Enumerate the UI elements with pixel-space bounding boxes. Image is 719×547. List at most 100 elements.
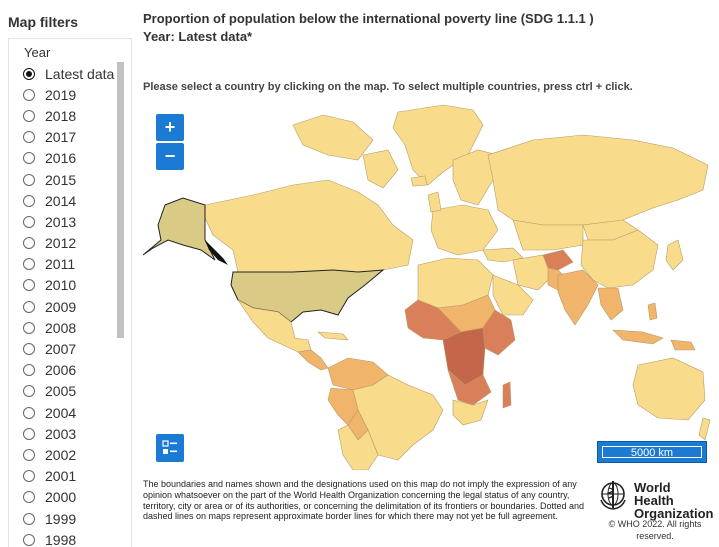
year-option[interactable]: 2003 [23,423,131,444]
country-greenland[interactable] [392,104,484,186]
map-title-indicator: Proportion of population below the inter… [143,11,594,26]
radio-button[interactable] [23,109,35,122]
year-option-label: 2005 [45,383,77,400]
country-china[interactable] [580,229,659,289]
zoom-in-button[interactable]: + [156,114,184,141]
year-option[interactable]: 1998 [23,529,131,547]
country-canada-islands[interactable] [292,114,374,161]
country-iran-region[interactable] [512,254,554,291]
year-option[interactable]: 2001 [23,466,131,487]
year-option[interactable]: 2009 [23,296,131,317]
year-option[interactable]: 2008 [23,317,131,338]
world-map[interactable] [143,100,713,470]
year-option[interactable]: 2010 [23,275,131,296]
year-option[interactable]: 2002 [23,444,131,465]
year-option[interactable]: 2011 [23,254,131,275]
year-option[interactable]: 2006 [23,360,131,381]
who-emblem-icon [600,481,626,510]
country-canada[interactable] [204,179,414,273]
radio-button[interactable] [23,491,35,504]
radio-button[interactable] [23,237,35,250]
radio-button[interactable] [23,194,35,207]
country-arabia[interactable] [492,274,534,316]
radio-button[interactable] [23,385,35,398]
legend-toggle-button[interactable] [156,434,184,462]
country-southern-africa[interactable] [447,369,492,406]
country-australia[interactable] [632,357,706,421]
country-papua[interactable] [670,339,696,351]
scale-label: 5000 km [602,446,702,459]
year-option[interactable]: 2012 [23,233,131,254]
country-baffin[interactable] [362,149,399,189]
year-radio-list: Latest data 2019 2018 2017 2016 2015 2014 2013 2… [23,63,131,547]
radio-button[interactable] [23,131,35,144]
map-scale-bar: 5000 km [597,441,707,463]
year-option[interactable]: 2019 [23,84,131,105]
country-southeast-asia[interactable] [597,287,624,321]
year-option[interactable]: 2014 [23,190,131,211]
year-option-label: 2013 [45,213,77,230]
year-option[interactable]: 2004 [23,402,131,423]
country-scandinavia[interactable] [452,149,499,206]
year-option[interactable]: 2005 [23,381,131,402]
alaska-panhandle[interactable] [205,240,228,265]
year-option-label: 1999 [45,510,77,527]
country-russia[interactable] [487,134,709,226]
radio-button[interactable] [23,279,35,292]
year-option-label: 2008 [45,319,77,336]
radio-button[interactable] [23,152,35,165]
country-india[interactable] [557,269,599,326]
map-title-year: Year: Latest data* [143,29,253,44]
year-option[interactable]: 2018 [23,105,131,126]
legend-icon [162,440,177,454]
radio-button[interactable] [23,321,35,334]
country-afghanistan[interactable] [542,249,574,271]
year-list-scrollbar[interactable] [117,62,124,338]
radio-button[interactable] [23,364,35,377]
country-indonesia[interactable] [612,329,664,345]
country-alaska[interactable] [143,197,216,261]
year-option[interactable]: 2016 [23,148,131,169]
country-argentina-chile[interactable] [337,424,379,470]
year-option[interactable]: 2015 [23,169,131,190]
radio-button[interactable] [23,67,35,80]
year-option-label: Latest data [45,65,115,82]
country-japan[interactable] [665,239,684,271]
radio-button[interactable] [23,88,35,101]
radio-button[interactable] [23,343,35,356]
radio-button[interactable] [23,512,35,525]
year-option-label: 1998 [45,531,77,547]
year-option-label: 2007 [45,341,77,358]
country-cuba[interactable] [317,331,349,341]
radio-button[interactable] [23,300,35,313]
radio-button[interactable] [23,173,35,186]
country-mexico[interactable] [237,299,312,353]
country-madagascar[interactable] [502,381,512,409]
country-south-africa[interactable] [452,399,489,426]
zoom-out-button[interactable]: − [156,143,184,170]
country-uk[interactable] [427,191,442,213]
radio-button[interactable] [23,215,35,228]
country-western-europe[interactable] [430,204,499,256]
country-central-america[interactable] [297,349,329,371]
country-new-zealand[interactable] [698,417,711,441]
year-option[interactable]: 2013 [23,211,131,232]
who-logo: World Health Organization [596,478,713,520]
year-option-label: 2003 [45,425,77,442]
year-option[interactable]: 2000 [23,487,131,508]
year-option[interactable]: 1999 [23,508,131,529]
year-option[interactable]: 2017 [23,127,131,148]
year-option[interactable]: 2007 [23,338,131,359]
radio-button[interactable] [23,448,35,461]
radio-button[interactable] [23,427,35,440]
year-option[interactable]: Latest data [23,63,131,84]
who-name: World Health Organization [634,481,713,520]
radio-button[interactable] [23,533,35,546]
year-option-label: 2006 [45,362,77,379]
year-option-label: 2019 [45,86,77,103]
radio-button[interactable] [23,258,35,271]
country-iceland[interactable] [410,175,428,187]
country-philippines[interactable] [647,302,658,321]
radio-button[interactable] [23,470,35,483]
radio-button[interactable] [23,406,35,419]
